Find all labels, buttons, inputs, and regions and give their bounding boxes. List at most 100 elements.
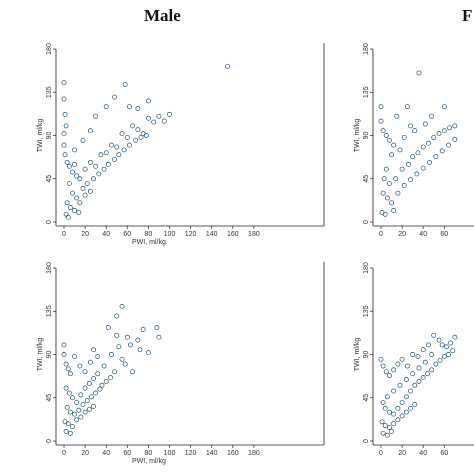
data-point <box>62 111 68 117</box>
y-tick-label: 90 <box>363 132 370 140</box>
y-tick-label: 180 <box>363 262 370 274</box>
data-point <box>154 325 160 331</box>
data-point <box>436 337 442 343</box>
data-point <box>380 363 386 369</box>
y-tick-label: 90 <box>46 351 53 359</box>
x-tick-label: 20 <box>398 450 406 457</box>
data-point <box>452 334 458 340</box>
data-point <box>65 421 71 427</box>
data-point <box>441 128 447 134</box>
data-point <box>63 428 69 434</box>
data-point <box>66 163 72 169</box>
data-point <box>101 166 107 172</box>
data-point <box>135 106 141 112</box>
data-point <box>138 134 144 140</box>
data-point <box>74 195 80 201</box>
data-point <box>116 152 122 158</box>
data-point <box>96 171 102 177</box>
data-point <box>78 414 84 420</box>
data-point <box>424 371 430 377</box>
data-point <box>427 159 432 165</box>
data-point <box>84 181 90 187</box>
data-point <box>429 113 435 119</box>
data-point <box>397 382 403 388</box>
data-point <box>386 373 392 379</box>
x-tick-label: 60 <box>440 450 448 457</box>
x-tick-label: 180 <box>248 231 260 238</box>
data-point <box>109 352 114 357</box>
data-point <box>112 369 118 375</box>
data-point <box>103 104 109 110</box>
data-point <box>77 176 83 182</box>
data-point <box>116 344 122 350</box>
data-point <box>399 413 405 419</box>
x-tick-label: 40 <box>419 231 427 238</box>
data-point <box>416 70 422 76</box>
data-point <box>61 142 67 148</box>
data-point <box>399 356 405 362</box>
data-point <box>426 140 431 146</box>
data-point <box>82 192 88 198</box>
data-point <box>119 131 125 137</box>
data-point <box>391 388 397 394</box>
data-point <box>439 342 445 348</box>
x-axis-label: PWI, ml/kg <box>132 239 166 246</box>
data-point <box>88 394 94 400</box>
data-point <box>384 394 390 400</box>
data-point <box>122 82 128 88</box>
data-point <box>82 385 88 391</box>
data-point <box>76 407 82 413</box>
data-point <box>447 125 453 131</box>
data-point <box>382 405 388 411</box>
y-axis-label: TWI, ml/kg <box>37 338 44 372</box>
data-point <box>63 385 69 391</box>
data-point <box>378 356 384 362</box>
data-point <box>395 361 401 367</box>
data-point <box>399 400 405 406</box>
data-point <box>408 123 413 129</box>
data-point <box>452 136 458 142</box>
data-point <box>109 142 114 148</box>
x-tick-label: 180 <box>248 450 260 457</box>
data-point <box>420 375 426 381</box>
data-point <box>399 166 405 172</box>
x-tick-label: 40 <box>419 450 427 457</box>
data-point <box>66 390 72 396</box>
data-point <box>61 352 67 357</box>
data-point <box>401 183 407 188</box>
y-tick-label: 0 <box>363 220 370 224</box>
data-point <box>383 133 389 138</box>
data-point <box>441 104 447 110</box>
data-point <box>395 417 401 423</box>
x-tick-label: 120 <box>185 231 197 238</box>
x-tick-label: 60 <box>440 231 448 238</box>
x-axis-label: PWI, ml/kg <box>132 458 166 465</box>
data-point <box>64 404 70 410</box>
data-point <box>86 380 92 386</box>
data-point <box>416 378 422 384</box>
data-point <box>87 188 93 194</box>
y-tick-label: 135 <box>363 305 370 317</box>
data-point <box>410 352 416 357</box>
data-point <box>69 190 75 196</box>
data-point <box>137 347 143 353</box>
data-point <box>145 98 151 104</box>
data-point <box>436 131 442 137</box>
x-tick-label: 60 <box>123 231 131 238</box>
data-point <box>386 137 392 143</box>
data-point <box>446 352 451 357</box>
data-point <box>99 382 105 388</box>
x-tick-label: 40 <box>102 450 110 457</box>
data-point <box>380 190 386 196</box>
data-point <box>397 147 403 153</box>
data-point <box>77 200 83 206</box>
data-point <box>412 402 418 407</box>
data-point <box>105 161 111 167</box>
data-point <box>122 361 128 367</box>
data-point <box>382 211 388 217</box>
data-point <box>414 171 420 177</box>
data-point <box>420 347 426 353</box>
data-point <box>383 369 389 375</box>
x-tick-label: 140 <box>206 231 218 238</box>
data-point <box>391 421 397 427</box>
